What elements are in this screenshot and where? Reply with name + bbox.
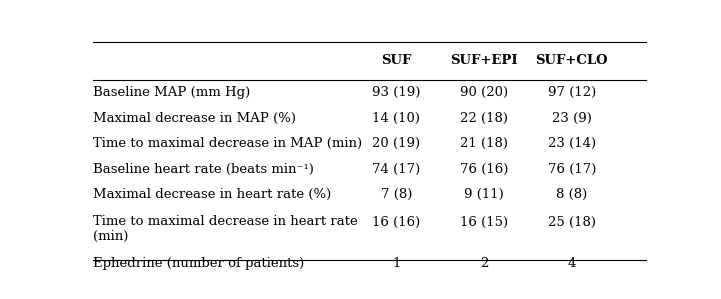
Text: Time to maximal decrease in heart rate
(min): Time to maximal decrease in heart rate (… [93, 215, 358, 243]
Text: 90 (20): 90 (20) [460, 86, 508, 99]
Text: 97 (12): 97 (12) [548, 86, 596, 99]
Text: Baseline MAP (mm Hg): Baseline MAP (mm Hg) [93, 86, 250, 99]
Text: 23 (9): 23 (9) [552, 112, 592, 124]
Text: 76 (16): 76 (16) [460, 163, 508, 176]
Text: 22 (18): 22 (18) [460, 112, 508, 124]
Text: 23 (14): 23 (14) [548, 137, 596, 150]
Text: Ephedrine (number of patients): Ephedrine (number of patients) [93, 257, 304, 270]
Text: 4: 4 [567, 257, 576, 270]
Text: Baseline heart rate (beats min⁻¹): Baseline heart rate (beats min⁻¹) [93, 163, 314, 176]
Text: Time to maximal decrease in MAP (min): Time to maximal decrease in MAP (min) [93, 137, 362, 150]
Text: 74 (17): 74 (17) [372, 163, 420, 176]
Text: 16 (16): 16 (16) [372, 216, 420, 229]
Text: 16 (15): 16 (15) [460, 216, 508, 229]
Text: 2: 2 [480, 257, 488, 270]
Text: 1: 1 [392, 257, 401, 270]
Text: 9 (11): 9 (11) [464, 188, 504, 201]
Text: SUF+EPI: SUF+EPI [450, 54, 518, 67]
Text: SUF: SUF [381, 54, 412, 67]
Text: Maximal decrease in heart rate (%): Maximal decrease in heart rate (%) [93, 188, 331, 201]
Text: 25 (18): 25 (18) [548, 216, 596, 229]
Text: 8 (8): 8 (8) [556, 188, 588, 201]
Text: 7 (8): 7 (8) [381, 188, 412, 201]
Text: 21 (18): 21 (18) [460, 137, 508, 150]
Text: Maximal decrease in MAP (%): Maximal decrease in MAP (%) [93, 112, 296, 124]
Text: 20 (19): 20 (19) [372, 137, 420, 150]
Text: 14 (10): 14 (10) [372, 112, 420, 124]
Text: SUF+CLO: SUF+CLO [536, 54, 608, 67]
Text: 93 (19): 93 (19) [372, 86, 420, 99]
Text: 76 (17): 76 (17) [548, 163, 596, 176]
